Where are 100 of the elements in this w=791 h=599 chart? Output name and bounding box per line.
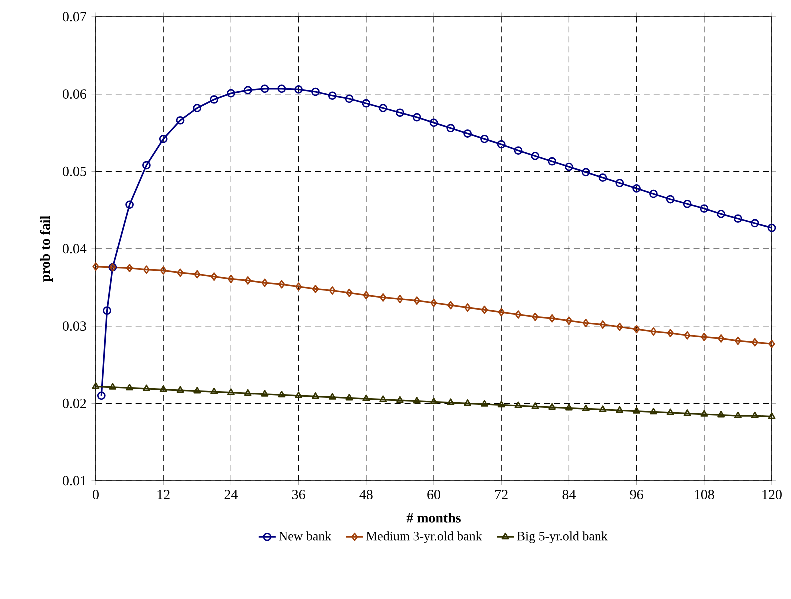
- point: [718, 411, 726, 418]
- point: [448, 301, 454, 310]
- point: [160, 266, 167, 275]
- x-tick-label: 36: [292, 490, 306, 500]
- point: [480, 134, 489, 144]
- point: [616, 406, 624, 414]
- point: [328, 393, 336, 400]
- y-tick-label: 0.05: [63, 166, 86, 176]
- point: [650, 408, 658, 415]
- point: [768, 224, 776, 232]
- point: [261, 390, 269, 397]
- point: [430, 118, 438, 128]
- point: [498, 401, 506, 408]
- point: [566, 316, 573, 326]
- point: [430, 298, 438, 308]
- point: [683, 200, 692, 208]
- point: [362, 99, 371, 108]
- point: [751, 412, 759, 418]
- point: [480, 400, 488, 407]
- point: [413, 397, 421, 404]
- point: [700, 204, 709, 213]
- point: [142, 161, 151, 170]
- point: [362, 394, 370, 402]
- point: [278, 280, 286, 289]
- point: [515, 310, 522, 319]
- x-tick-label: 120: [762, 490, 782, 500]
- point: [92, 262, 100, 271]
- point: [126, 200, 134, 210]
- point: [650, 328, 658, 336]
- x-tick-label: 48: [360, 490, 373, 500]
- point: [464, 399, 472, 406]
- point: [532, 312, 539, 322]
- y-axis-title: prob to fail: [40, 216, 53, 282]
- point: [412, 113, 422, 122]
- point: [548, 403, 556, 410]
- point: [666, 408, 674, 416]
- point: [750, 219, 760, 228]
- point: [447, 398, 455, 406]
- y-tick-label: 0.07: [63, 12, 87, 22]
- point: [396, 108, 404, 118]
- y-tick-label: 0.04: [63, 244, 87, 254]
- point: [244, 389, 252, 396]
- point: [498, 308, 505, 317]
- point: [312, 285, 320, 294]
- point: [582, 319, 590, 328]
- point: [414, 296, 420, 305]
- x-tick-label: 108: [695, 490, 714, 500]
- point: [514, 402, 522, 408]
- point: [464, 130, 472, 138]
- point: [666, 195, 675, 204]
- point: [227, 388, 235, 396]
- point: [194, 270, 201, 279]
- point: [210, 388, 218, 395]
- point: [380, 294, 387, 302]
- point: [497, 140, 506, 149]
- point: [514, 146, 523, 155]
- point: [278, 390, 286, 398]
- point: [194, 387, 202, 394]
- point: [701, 332, 708, 342]
- point: [260, 84, 270, 94]
- point: [92, 382, 100, 390]
- x-tick-label: 24: [224, 490, 238, 500]
- x-tick-label: 60: [428, 490, 440, 500]
- point: [97, 392, 106, 400]
- point: [126, 384, 134, 391]
- point: [363, 291, 370, 300]
- point: [481, 306, 488, 314]
- point: [752, 338, 758, 347]
- point: [582, 404, 590, 412]
- point: [210, 96, 218, 104]
- point: [599, 406, 607, 412]
- point: [565, 404, 573, 411]
- x-tick-label: 12: [158, 490, 170, 500]
- point: [312, 392, 320, 400]
- point: [294, 86, 303, 94]
- legend-label: Medium 3-yr.old bank: [366, 532, 482, 544]
- point: [262, 278, 268, 288]
- point: [193, 104, 202, 112]
- x-tick-label: 0: [93, 490, 99, 500]
- point: [176, 386, 184, 393]
- point: [346, 394, 354, 401]
- point: [379, 104, 388, 112]
- point: [126, 264, 134, 273]
- point: [295, 392, 303, 398]
- point: [684, 331, 691, 340]
- y-tick-label: 0.03: [63, 322, 86, 332]
- point: [176, 116, 185, 125]
- point: [717, 210, 726, 218]
- point: [228, 274, 235, 284]
- legend-label: New bank: [279, 532, 332, 541]
- point: [684, 410, 692, 416]
- point: [734, 336, 742, 346]
- y-tick-label: 0.01: [63, 476, 86, 486]
- point: [734, 214, 742, 224]
- point: [532, 402, 540, 410]
- point: [650, 190, 658, 198]
- point: [396, 295, 404, 304]
- point: [142, 384, 150, 392]
- x-axis-title: # months: [406, 512, 461, 523]
- point: [244, 276, 252, 285]
